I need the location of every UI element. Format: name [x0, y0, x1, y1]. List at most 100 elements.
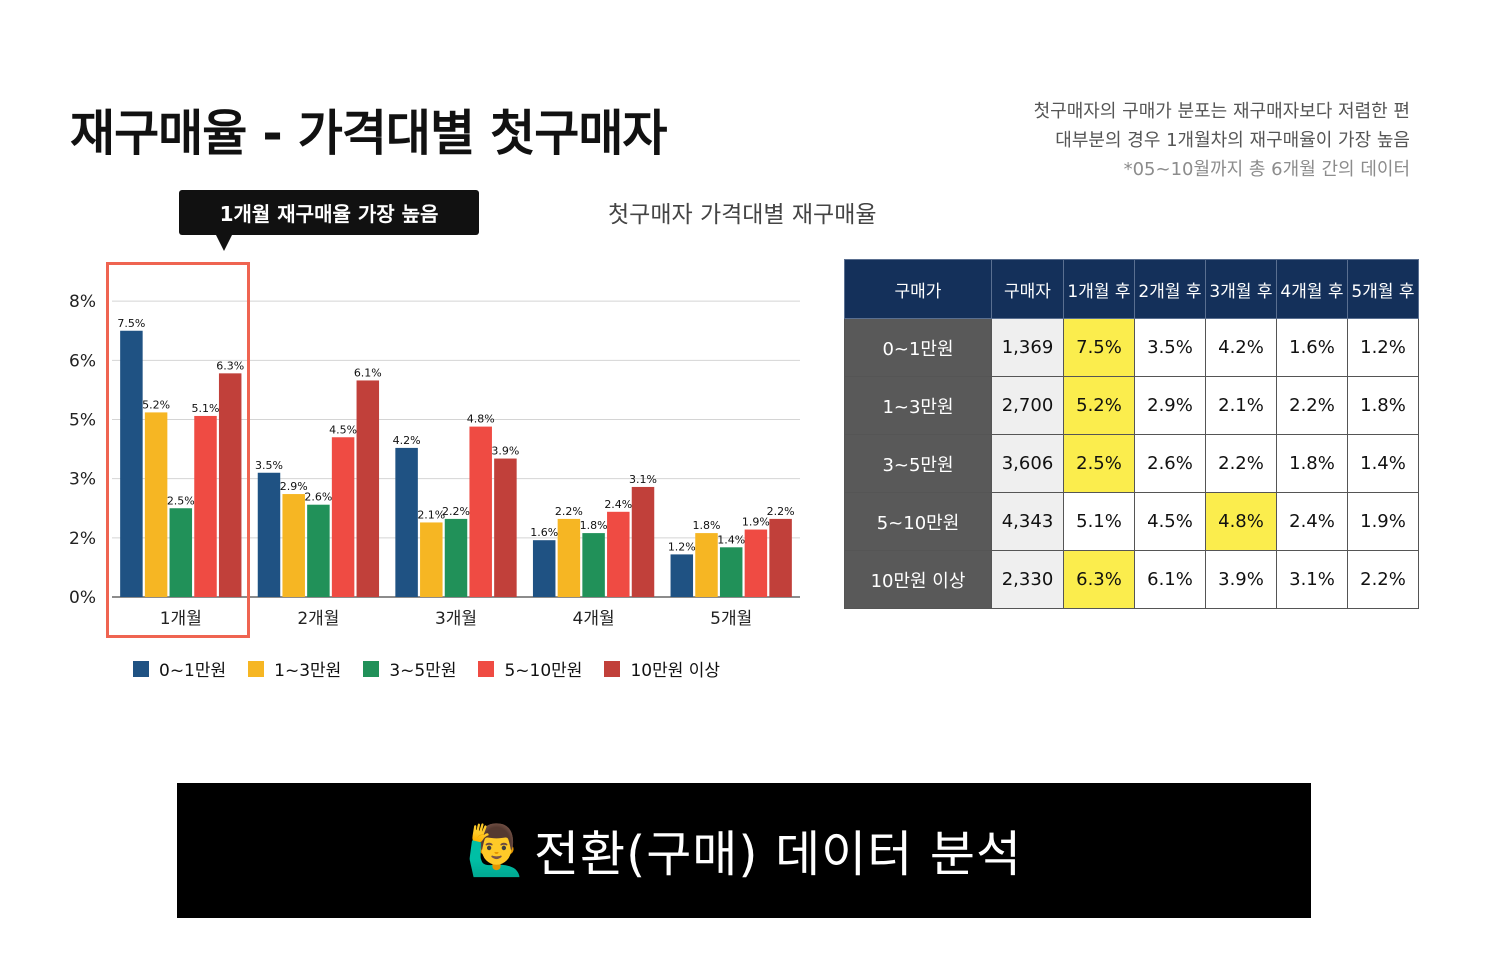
bar: [444, 518, 468, 597]
rate-cell: 2.9%: [1134, 376, 1206, 435]
bar-value-label: 2.2%: [442, 505, 470, 518]
person-raising-hand-icon: 🙋‍♂️: [465, 822, 528, 879]
legend-item: 0~1만원: [133, 656, 226, 681]
buyer-count: 3,606: [991, 434, 1064, 493]
bar-value-label: 4.8%: [467, 413, 495, 426]
legend-swatch: [133, 660, 149, 677]
note-line-2: 대부분의 경우 1개월차의 재구매율이 가장 높음: [1055, 130, 1410, 151]
y-tick-label: 3%: [69, 470, 96, 490]
note-line-3: *05~10월까지 총 6개월 간의 데이터: [1123, 159, 1410, 180]
bar-value-label: 6.1%: [354, 366, 382, 379]
y-tick-label: 0%: [69, 588, 96, 608]
legend-label: 0~1만원: [159, 661, 227, 681]
chart-legend: 0~1만원 1~3만원 3~5만원 5~10만원 10만원 이상: [133, 656, 720, 681]
y-tick-label: 2%: [69, 529, 96, 549]
header-month4: 4개월 후: [1276, 259, 1348, 319]
section-banner: 🙋‍♂️ 전환(구매) 데이터 분석: [177, 783, 1311, 918]
rate-cell: 2.2%: [1347, 550, 1419, 609]
bar: [670, 554, 694, 597]
bar-value-label: 2.5%: [167, 494, 195, 507]
bar-value-label: 1.6%: [530, 526, 558, 539]
rate-cell: 2.2%: [1205, 434, 1277, 493]
header-month2: 2개월 후: [1134, 259, 1206, 319]
bar-value-label: 4.2%: [393, 434, 421, 447]
bar: [331, 437, 355, 597]
buyer-count: 1,369: [991, 318, 1064, 377]
rate-cell: 6.3%: [1063, 550, 1135, 609]
table-row: 10만원 이상 2,330 6.3% 6.1% 3.9% 3.1% 2.2%: [844, 550, 1419, 609]
bar: [719, 547, 743, 597]
table-row: 0~1만원 1,369 7.5% 3.5% 4.2% 1.6% 1.2%: [844, 318, 1419, 377]
bar: [282, 494, 305, 597]
table-header-row: 구매가 구매자 1개월 후 2개월 후 3개월 후 4개월 후 5개월 후: [844, 259, 1419, 319]
bar: [420, 522, 443, 597]
bar: [307, 504, 330, 597]
bar-value-label: 1.8%: [693, 519, 721, 532]
bar-value-label: 5.2%: [142, 398, 170, 411]
legend-swatch: [604, 660, 621, 677]
bar: [631, 486, 655, 597]
bar-value-label: 1.9%: [742, 516, 770, 529]
y-tick-label: 5%: [69, 411, 96, 431]
bar: [395, 447, 418, 597]
rate-cell: 1.2%: [1347, 318, 1419, 377]
rate-cell: 3.5%: [1134, 318, 1206, 377]
repurchase-table: 구매가 구매자 1개월 후 2개월 후 3개월 후 4개월 후 5개월 후 0~…: [844, 259, 1419, 609]
bar: [695, 533, 718, 597]
bar: [120, 330, 143, 597]
x-tick-label: 4개월: [573, 609, 615, 629]
legend-label: 5~10만원: [504, 661, 583, 681]
header-month1: 1개월 후: [1063, 259, 1135, 319]
x-tick-label: 2개월: [297, 609, 339, 629]
rate-cell: 3.1%: [1276, 550, 1348, 609]
x-tick-label: 1개월: [160, 609, 202, 629]
header-month3: 3개월 후: [1205, 259, 1277, 319]
bar-value-label: 3.5%: [255, 459, 283, 472]
bar: [144, 412, 168, 597]
bar-value-label: 1.2%: [668, 540, 696, 553]
bar: [218, 373, 242, 597]
bar-chart: 0% 2% 3% 5% 6% 8% 7.5% 5.2% 2.5% 5.1% 6.3% 1개월 3.5% 2…: [69, 292, 800, 629]
x-tick-label: 3개월: [435, 609, 477, 629]
bar-value-label: 5.1%: [192, 402, 220, 415]
rate-cell: 2.4%: [1276, 492, 1348, 551]
bar: [769, 518, 792, 597]
row-label: 5~10만원: [844, 492, 992, 551]
y-tick-label: 8%: [69, 292, 96, 312]
table-row: 5~10만원 4,343 5.1% 4.5% 4.8% 2.4% 1.9%: [844, 492, 1419, 551]
rate-cell: 1.9%: [1347, 492, 1419, 551]
bar: [257, 472, 281, 597]
rate-cell: 2.2%: [1276, 376, 1348, 435]
bar-value-label: 2.2%: [555, 505, 583, 518]
rate-cell: 2.6%: [1134, 434, 1206, 493]
bar-value-label: 1.8%: [580, 519, 608, 532]
bar-value-label: 2.4%: [604, 498, 632, 511]
bar-value-label: 3.1%: [629, 473, 657, 486]
header-buyers: 구매자: [991, 259, 1064, 319]
banner-text: 전환(구매) 데이터 분석: [533, 826, 1023, 883]
rate-cell: 1.4%: [1347, 434, 1419, 493]
rate-cell: 3.9%: [1205, 550, 1277, 609]
bar: [532, 540, 556, 597]
rate-cell: 1.6%: [1276, 318, 1348, 377]
note-line-1: 첫구매자의 구매가 분포는 재구매자보다 저렴한 편: [1033, 101, 1410, 122]
rate-cell: 4.2%: [1205, 318, 1277, 377]
rate-cell: 4.8%: [1205, 492, 1277, 551]
header-month5: 5개월 후: [1347, 259, 1419, 319]
bar-value-label: 1.4%: [717, 533, 745, 546]
bar-value-label: 2.6%: [304, 491, 332, 504]
legend-swatch: [363, 660, 380, 677]
legend-item: 1~3만원: [248, 656, 341, 681]
month1-highlight-box: [106, 262, 250, 638]
bar: [169, 508, 193, 597]
row-label: 0~1만원: [844, 318, 992, 377]
bar-value-label: 2.1%: [417, 508, 445, 521]
page-title: 재구매율 - 가격대별 첫구매자: [70, 105, 667, 162]
bar: [557, 518, 581, 597]
table-row: 3~5만원 3,606 2.5% 2.6% 2.2% 1.8% 1.4%: [844, 434, 1419, 493]
legend-label: 10만원 이상: [630, 661, 721, 681]
bar: [607, 511, 630, 597]
legend-item: 5~10만원: [478, 656, 582, 681]
bar-value-label: 7.5%: [117, 317, 145, 330]
callout-label: 1개월 재구매율 가장 높음: [179, 190, 479, 235]
